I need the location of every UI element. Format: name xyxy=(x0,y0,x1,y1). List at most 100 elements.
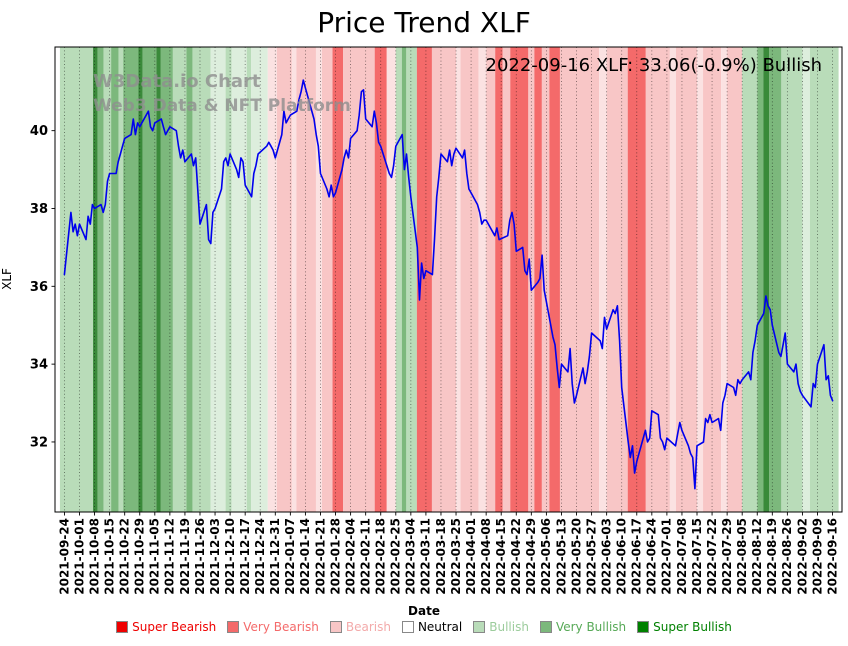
legend-item: Neutral xyxy=(401,620,463,634)
sentiment-band xyxy=(431,47,457,512)
sentiment-band xyxy=(156,47,161,512)
sentiment-band xyxy=(486,47,496,512)
sentiment-band xyxy=(599,47,607,512)
sentiment-band xyxy=(742,47,758,512)
sentiment-band xyxy=(225,47,232,512)
x-tick-label: 2021-11-12 xyxy=(163,518,177,595)
x-tick-label: 2022-01-21 xyxy=(313,518,327,595)
x-tick-label: 2022-05-20 xyxy=(569,518,583,595)
legend-swatch-icon xyxy=(401,621,414,633)
y-axis-label: XLF xyxy=(0,268,14,290)
y-tick-label: 40 xyxy=(30,124,48,139)
x-tick-label: 2021-10-29 xyxy=(133,518,147,595)
x-tick-label: 2022-09-09 xyxy=(810,518,824,595)
x-tick-label: 2022-01-28 xyxy=(328,518,342,595)
sentiment-band xyxy=(395,47,402,512)
sentiment-band xyxy=(669,47,676,512)
legend-swatch-icon xyxy=(539,621,552,633)
x-tick-label: 2022-06-10 xyxy=(615,518,629,595)
x-tick-label: 2022-02-04 xyxy=(343,518,357,595)
sentiment-band xyxy=(456,47,461,512)
sentiment-band xyxy=(675,47,698,512)
sentiment-band xyxy=(291,47,297,512)
x-tick-label: 2021-12-31 xyxy=(268,518,282,595)
legend-label: Bearish xyxy=(345,620,391,634)
sentiment-band xyxy=(97,47,104,512)
x-tick-label: 2022-07-22 xyxy=(705,518,719,595)
legend-label: Bullish xyxy=(489,620,529,634)
sentiment-band xyxy=(138,47,143,512)
legend-swatch-icon xyxy=(227,621,240,633)
sentiment-band xyxy=(549,47,560,512)
sentiment-band xyxy=(727,47,743,512)
sentiment-band xyxy=(374,47,387,512)
sentiment-band xyxy=(386,47,396,512)
sentiment-band xyxy=(606,47,628,512)
sentiment-band xyxy=(478,47,487,512)
sentiment-band xyxy=(251,47,268,512)
sentiment-band xyxy=(809,47,839,512)
sentiment-legend: Super Bearish Very Bearish Bearish Neutral B… xyxy=(0,620,848,634)
x-tick-label: 2022-07-08 xyxy=(675,518,689,595)
legend-item: Super Bearish xyxy=(116,620,216,634)
sentiment-band xyxy=(495,47,503,512)
y-tick-label: 34 xyxy=(30,358,48,373)
x-tick-label: 2022-04-01 xyxy=(464,518,478,595)
x-tick-label: 2021-10-08 xyxy=(87,518,101,595)
y-tick-label: 32 xyxy=(30,435,48,450)
x-axis-ticks: 2021-09-24 2021-10-01 2021-10-08 2021-10-15… xyxy=(57,512,839,595)
sentiment-band xyxy=(534,47,542,512)
sentiment-band xyxy=(559,47,600,512)
x-tick-label: 2022-09-02 xyxy=(795,518,809,595)
x-tick-label: 2021-10-01 xyxy=(72,518,86,595)
sentiment-band xyxy=(510,47,529,512)
x-tick-label: 2022-05-13 xyxy=(554,518,568,595)
chart-title: Price Trend XLF xyxy=(317,6,531,39)
x-tick-label: 2022-02-11 xyxy=(359,518,373,595)
legend-item: Super Bullish xyxy=(637,620,732,634)
y-axis-ticks: 32 34 36 38 40 xyxy=(30,124,55,450)
x-tick-label: 2021-12-24 xyxy=(253,518,267,595)
sentiment-band xyxy=(769,47,782,512)
x-tick-label: 2022-04-22 xyxy=(509,518,523,595)
x-tick-label: 2022-04-08 xyxy=(479,518,493,595)
x-tick-label: 2022-08-26 xyxy=(780,518,794,595)
sentiment-band xyxy=(460,47,479,512)
x-tick-label: 2022-08-12 xyxy=(750,518,764,595)
price-line xyxy=(63,79,834,490)
x-tick-label: 2022-04-15 xyxy=(494,518,508,595)
legend-item: Very Bullish xyxy=(539,620,627,634)
x-tick-label: 2022-01-14 xyxy=(298,518,312,595)
x-tick-label: 2021-09-24 xyxy=(57,518,71,595)
sentiment-band xyxy=(123,47,139,512)
watermark-line1: W3Data.io Chart xyxy=(93,71,261,92)
x-tick-label: 2022-02-18 xyxy=(374,518,388,595)
legend-label: Very Bullish xyxy=(555,620,627,634)
watermark: W3Data.io Chart Web3 Data & NFT Platform xyxy=(93,70,351,118)
x-tick-label: 2022-07-15 xyxy=(690,518,704,595)
sentiment-band xyxy=(332,47,344,512)
sentiment-band xyxy=(59,47,94,512)
latest-quote-annotation: 2022-09-16 XLF: 33.06(-0.9%) Bullish xyxy=(485,55,823,76)
x-tick-label: 2022-09-16 xyxy=(825,518,839,595)
legend-swatch-icon xyxy=(473,621,486,633)
x-tick-label: 2021-12-17 xyxy=(238,518,252,595)
y-tick-label: 38 xyxy=(30,202,48,217)
sentiment-band xyxy=(267,47,277,512)
x-tick-label: 2021-10-15 xyxy=(102,518,116,595)
sentiment-band xyxy=(276,47,292,512)
legend-item: Bearish xyxy=(329,620,391,634)
sentiment-band xyxy=(172,47,187,512)
legend-swatch-icon xyxy=(116,621,129,633)
sentiment-band xyxy=(763,47,770,512)
legend-label: Very Bearish xyxy=(243,620,319,634)
x-tick-label: 2022-03-18 xyxy=(434,518,448,595)
x-tick-label: 2022-06-24 xyxy=(645,518,659,595)
legend-label: Neutral xyxy=(417,620,463,634)
legend-label: Super Bullish xyxy=(653,620,732,634)
x-tick-label: 2022-06-17 xyxy=(630,518,644,595)
x-tick-label: 2022-08-05 xyxy=(735,518,749,595)
watermark-line2: Web3 Data & NFT Platform xyxy=(93,96,351,116)
x-tick-label: 2022-02-25 xyxy=(389,518,403,595)
